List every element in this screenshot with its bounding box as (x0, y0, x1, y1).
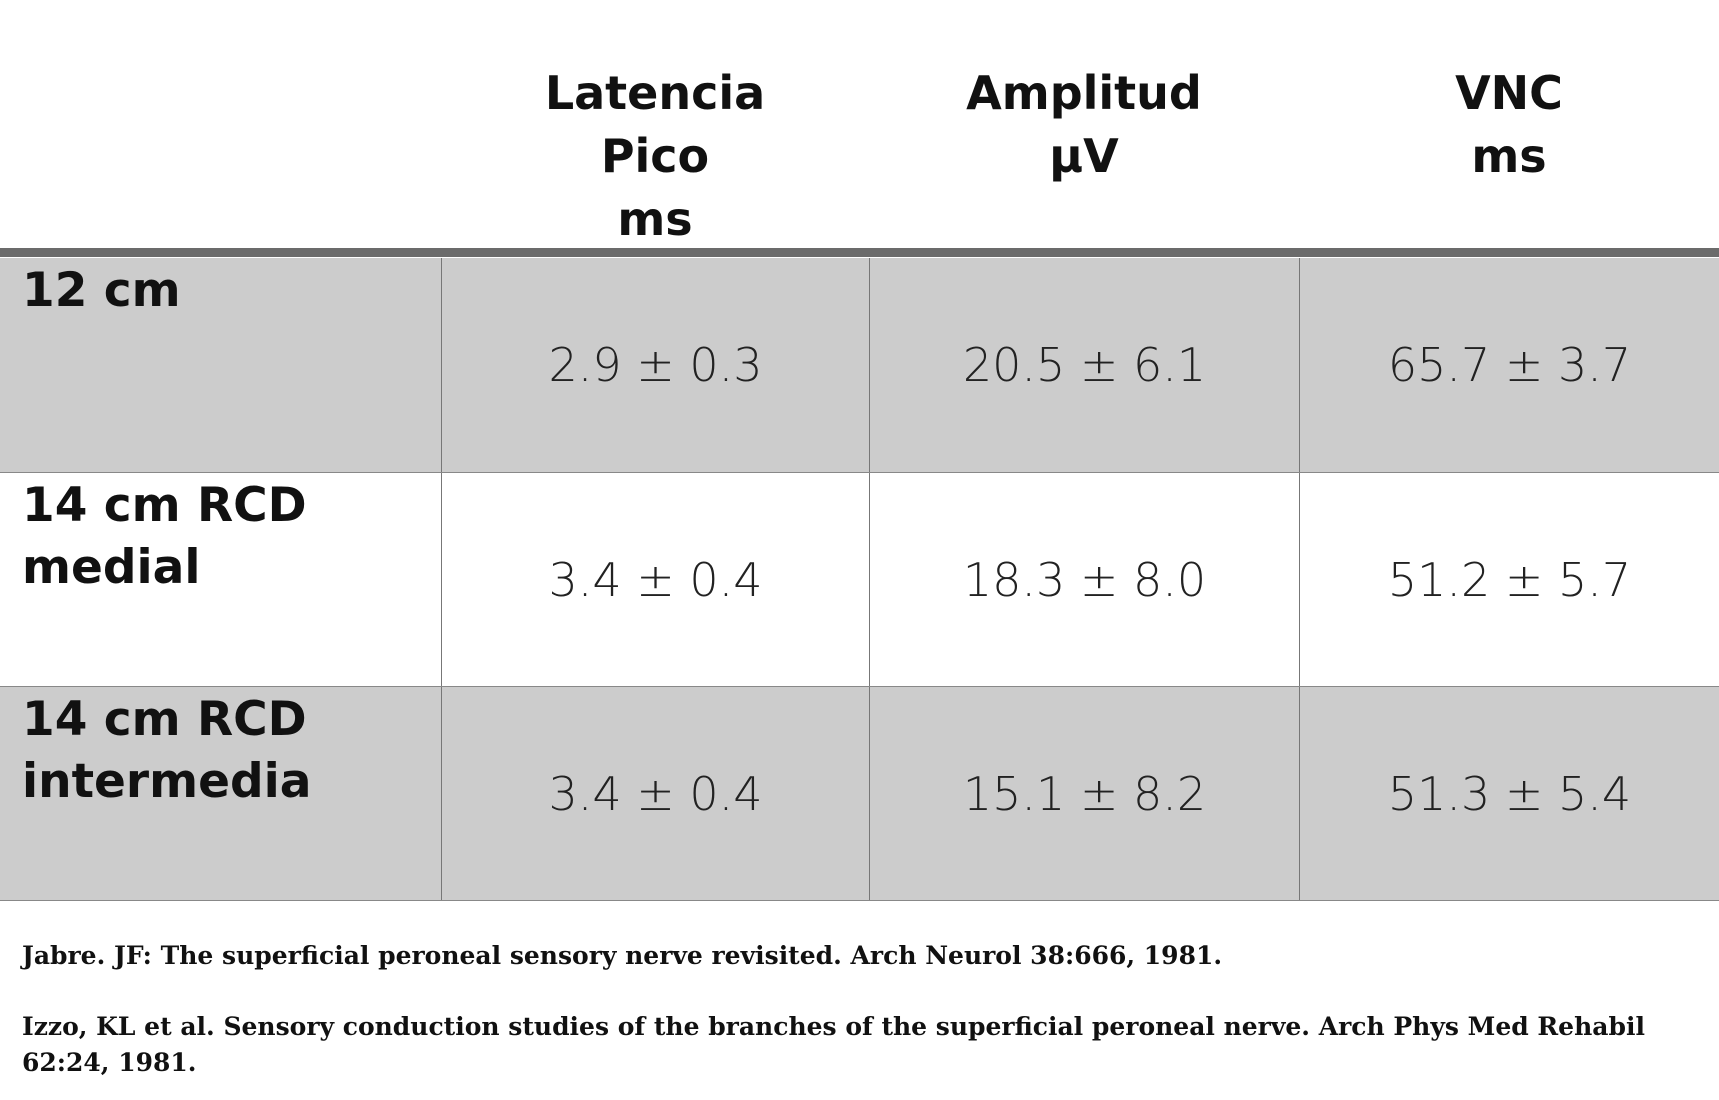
row-label: 12 cm (0, 258, 441, 472)
cell-value: 3.4 ± 0.4 (441, 687, 869, 900)
reference: Jabre. JF: The superficial peroneal sens… (22, 941, 1223, 970)
header-line: µV (1049, 129, 1119, 183)
table-row: 14 cm RCD medial 3.4 ± 0.4 18.3 ± 8.0 51.2 ±… (0, 473, 1719, 687)
header-line: Pico (600, 129, 710, 183)
cell-value: 3.4 ± 0.4 (441, 473, 869, 686)
table-row: 14 cm RCD intermedia 3.4 ± 0.4 15.1 ± 8.2 51… (0, 687, 1719, 901)
cell-value: 18.3 ± 8.0 (869, 473, 1299, 686)
cell-value: 2.9 ± 0.3 (441, 258, 869, 472)
column-header: VNC ms (1299, 62, 1719, 188)
header-line: ms (617, 192, 693, 246)
row-label-line: 14 cm RCD (22, 478, 307, 533)
row-label-line: medial (22, 540, 201, 595)
table-row: 12 cm 2.9 ± 0.3 20.5 ± 6.1 65.7 ± 3.7 (0, 258, 1719, 473)
header-line: VNC (1455, 66, 1563, 120)
row-label-line: intermedia (22, 754, 312, 809)
row-label-line: 14 cm RCD (22, 692, 307, 747)
column-header: Amplitud µV (869, 62, 1299, 188)
reference: Izzo, KL et al. Sensory conduction studi… (22, 1012, 1645, 1077)
cell-value: 20.5 ± 6.1 (869, 258, 1299, 472)
cell-value: 15.1 ± 8.2 (869, 687, 1299, 900)
header-line: Amplitud (966, 66, 1202, 120)
cell-value: 51.3 ± 5.4 (1299, 687, 1719, 900)
row-label: 14 cm RCD intermedia (0, 687, 441, 900)
row-label: 14 cm RCD medial (0, 473, 441, 686)
cell-value: 51.2 ± 5.7 (1299, 473, 1719, 686)
header-line: ms (1471, 129, 1547, 183)
row-label-line: 12 cm (22, 263, 181, 318)
header-rule (0, 248, 1719, 257)
column-header: Latencia Pico ms (441, 62, 869, 251)
cell-value: 65.7 ± 3.7 (1299, 258, 1719, 472)
header-line: Latencia (544, 66, 766, 120)
